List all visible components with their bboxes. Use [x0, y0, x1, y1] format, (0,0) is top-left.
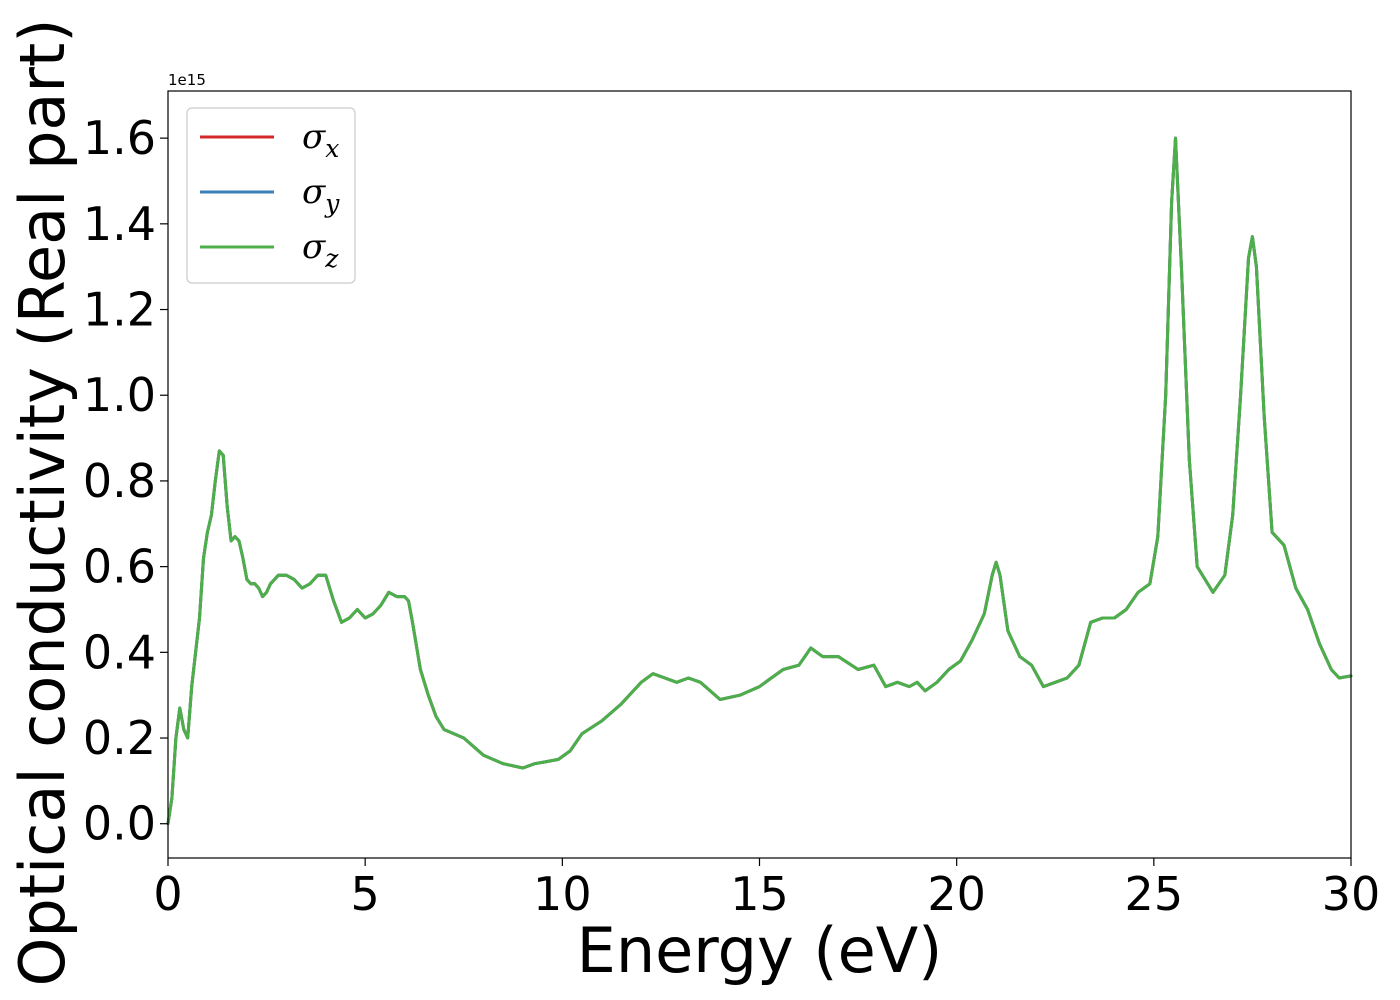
x-tick-label: 20 — [927, 867, 986, 921]
series-line-z — [166, 136, 1353, 826]
y-tick-label: 1.4 — [83, 197, 156, 251]
x-tick-label: 10 — [533, 867, 592, 921]
y-tick-label: 0.6 — [83, 540, 156, 594]
legend-box — [186, 107, 356, 284]
y-axis-title: Optical conductivity (Real part) — [6, 19, 79, 987]
y-offset-label: 1e15 — [168, 71, 206, 89]
y-tick-label: 0.2 — [83, 711, 156, 765]
x-tick-label: 5 — [351, 867, 380, 921]
y-tick-label: 1.0 — [83, 368, 156, 422]
axis-ticks: 0 5 10 15 20 25 30 0.0 0.2 0.4 0.6 0.8 1.0 1.2 1.4 1.6 — [83, 111, 1380, 921]
y-tick-label: 0.8 — [83, 454, 156, 508]
y-tick-label: 1.2 — [83, 283, 156, 337]
legend-label-y: σy — [302, 172, 340, 218]
x-tick-label: 15 — [730, 867, 789, 921]
x-tick-label: 30 — [1322, 867, 1381, 921]
y-tick-label: 0.0 — [83, 797, 156, 851]
series-lines — [166, 136, 1353, 826]
x-tick-label: 25 — [1125, 867, 1184, 921]
y-tick-label: 1.6 — [83, 111, 156, 165]
y-tick-label: 0.4 — [83, 625, 156, 679]
x-tick-label: 0 — [153, 867, 182, 921]
x-axis-title: Energy (eV) — [577, 914, 943, 987]
